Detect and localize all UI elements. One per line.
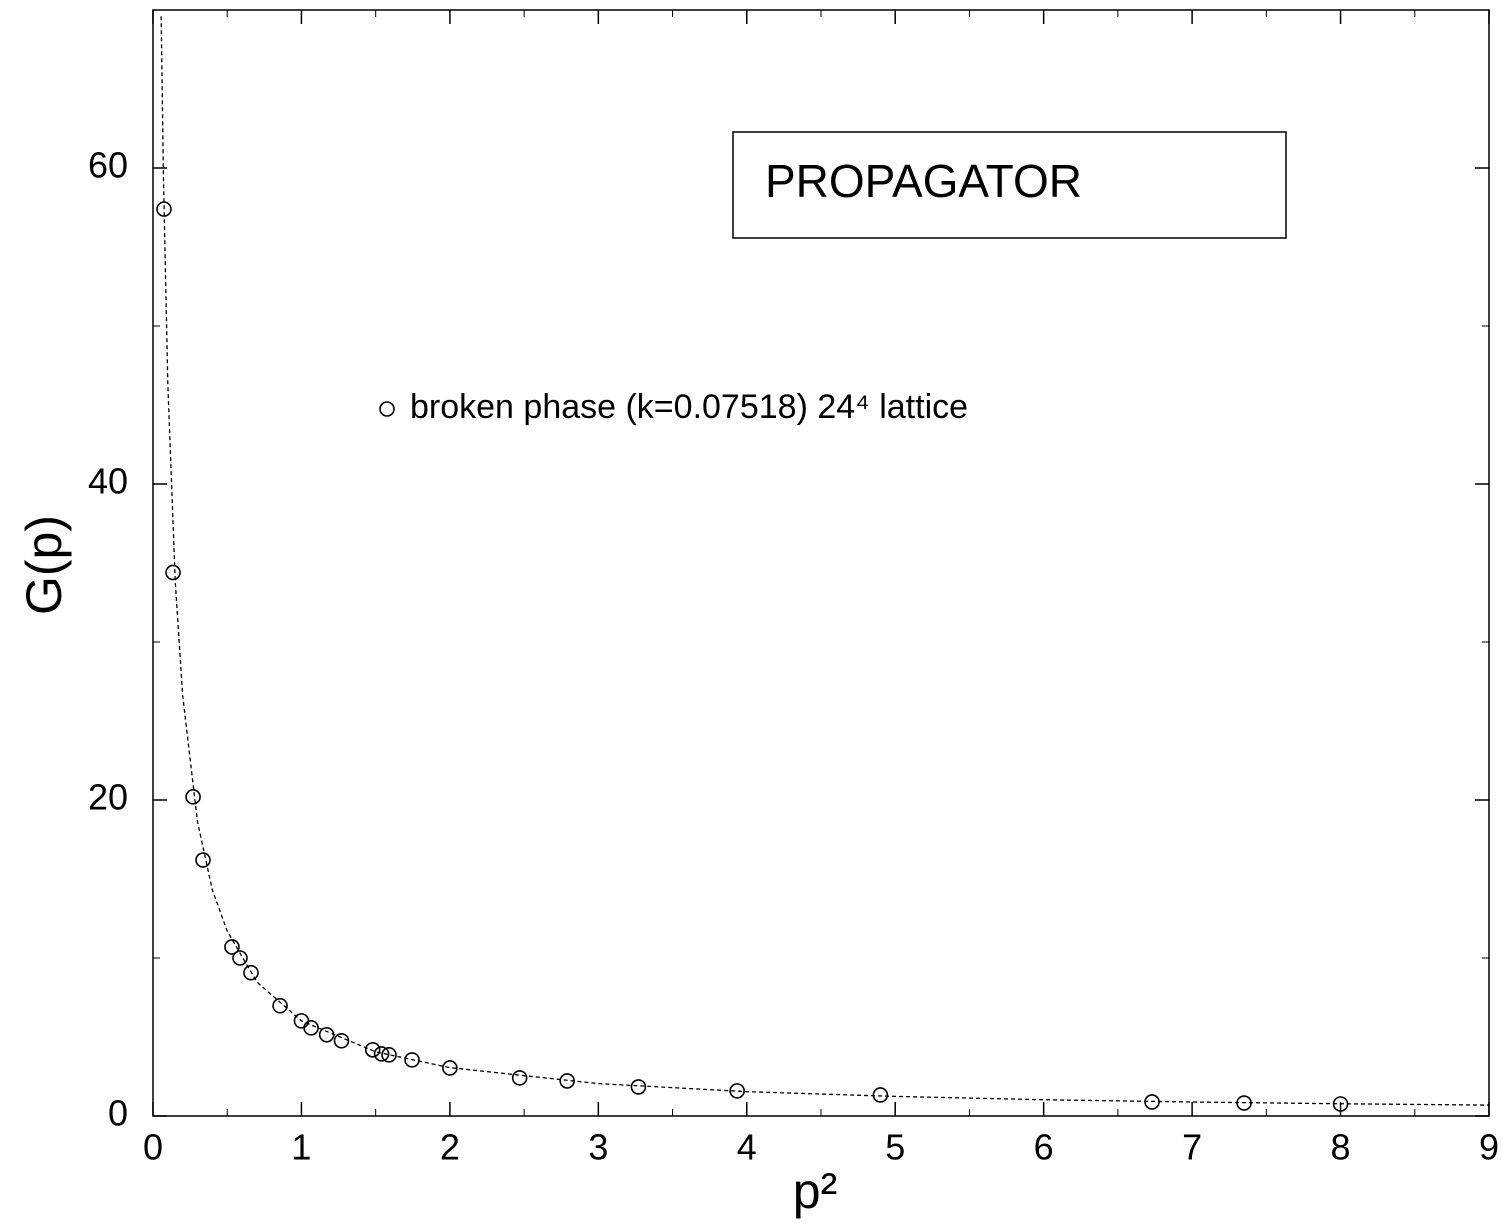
data-point [272, 997, 288, 1014]
x-tick-label: 0 [143, 1127, 163, 1168]
data-point [243, 964, 259, 981]
x-tick-label: 7 [1182, 1127, 1202, 1168]
data-point [232, 950, 248, 966]
data-point [381, 1047, 397, 1063]
y-tick-label: 40 [88, 461, 128, 502]
annotation-box [732, 131, 1287, 239]
fit-line [160, 16, 1490, 1106]
x-tick-label: 6 [1034, 1127, 1054, 1168]
data-point [333, 1032, 350, 1049]
x-axis-label: p² [793, 1163, 837, 1219]
x-tick-label: 9 [1479, 1127, 1499, 1168]
x-tick-label: 2 [440, 1127, 460, 1168]
data-point [442, 1060, 458, 1076]
data-point [872, 1087, 889, 1103]
data-point [165, 564, 181, 581]
annotation: PROPAGATOR [765, 155, 1082, 207]
data-point [729, 1083, 745, 1099]
data-point [404, 1052, 420, 1068]
y-tick-label: 20 [88, 777, 128, 818]
legend-marker [379, 401, 395, 417]
data-point [511, 1070, 528, 1086]
y-axis-label: G(p) [16, 515, 72, 615]
data-point [185, 789, 201, 805]
data-point [195, 852, 211, 868]
x-tick-label: 4 [737, 1127, 757, 1168]
data-point [364, 1041, 381, 1058]
x-tick-label: 3 [588, 1127, 608, 1168]
y-tick-label: 0 [108, 1093, 128, 1134]
data-point [630, 1079, 647, 1095]
data-point [303, 1020, 319, 1036]
x-tick-label: 8 [1331, 1127, 1351, 1168]
x-tick-label: 1 [291, 1127, 311, 1168]
data-point [373, 1046, 390, 1062]
legend-label: broken phase (k=0.07518) 24⁴ lattice [410, 388, 968, 426]
y-tick-label: 60 [88, 145, 128, 186]
x-tick-label: 5 [885, 1127, 905, 1168]
data-point [224, 939, 240, 955]
